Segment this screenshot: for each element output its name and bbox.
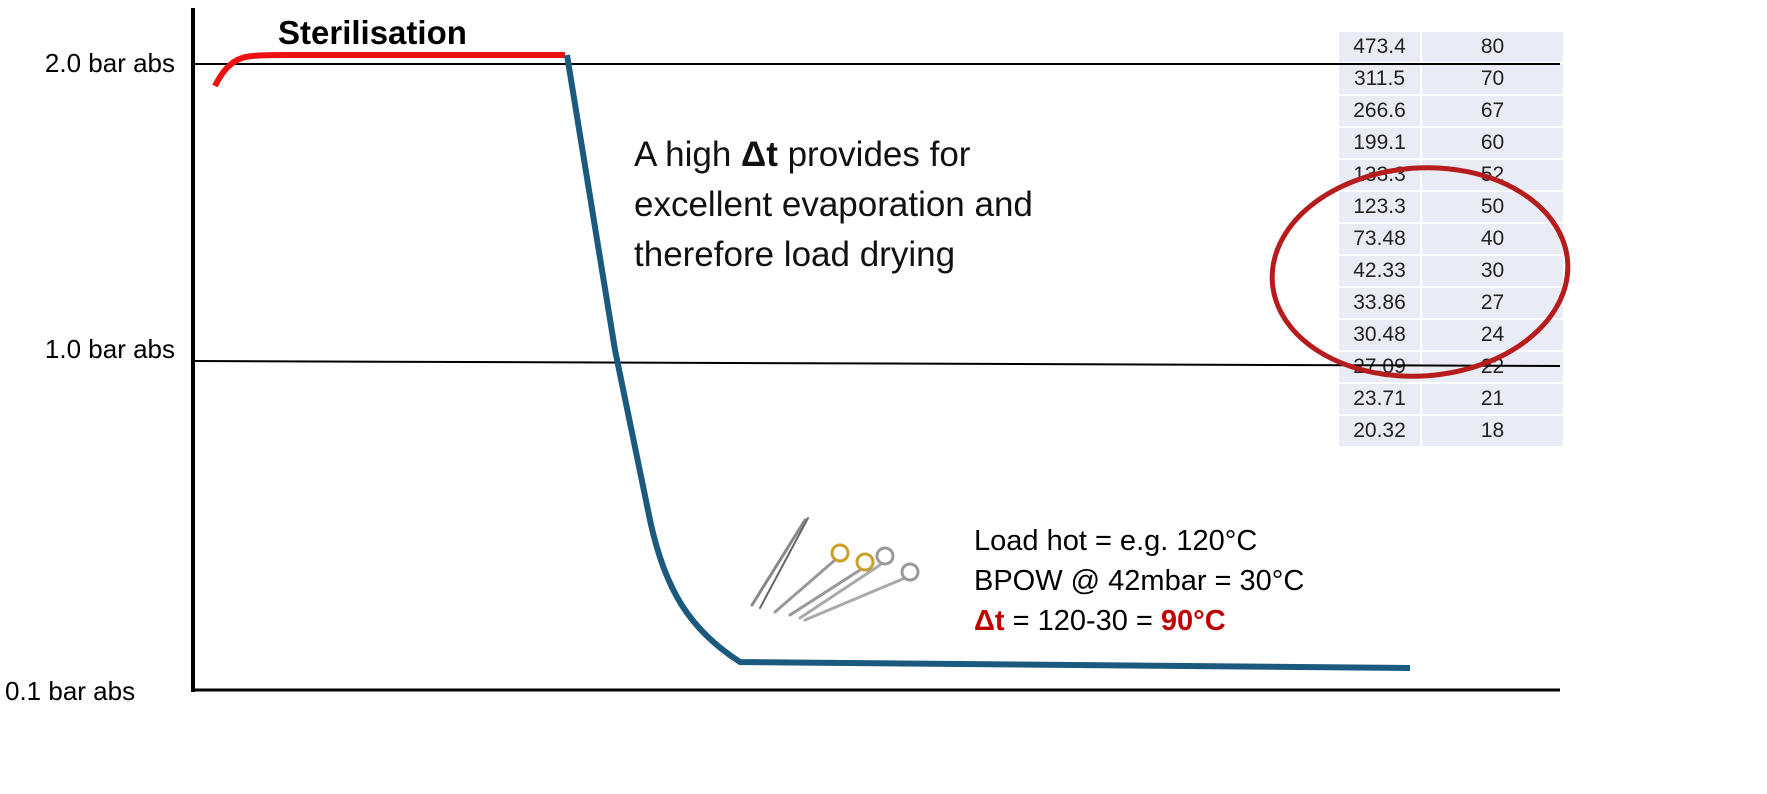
table-row: 473.4 80	[1337, 30, 1565, 64]
temperature-cell: 18	[1420, 414, 1565, 448]
annotation: A high Δt provides for excellent evapora…	[634, 130, 1104, 280]
temperature-cell: 60	[1420, 126, 1565, 160]
table-row: 266.6 67	[1337, 94, 1565, 128]
temperature-cell: 27	[1420, 286, 1565, 320]
title: Sterilisation	[278, 14, 467, 51]
table-row: 20.32 18	[1337, 414, 1565, 448]
note: Load hot = e.g. 120°C BPOW @ 42mbar = 30…	[974, 521, 1304, 641]
pressure-cell: 33.86	[1337, 286, 1422, 320]
note-line: Load hot = e.g. 120°C	[974, 525, 1258, 557]
temperature-cell: 24	[1420, 318, 1565, 352]
table-row: 30.48 24	[1337, 318, 1565, 352]
delta-result: 90°C	[1160, 605, 1226, 637]
vacuum-curve	[564, 54, 1411, 671]
pressure-cell: 123.3	[1337, 190, 1422, 224]
annotation-emphasis: Δt	[741, 135, 778, 174]
table-row: 27.09 22	[1337, 350, 1565, 384]
table-row: 123.3 50	[1337, 190, 1565, 224]
instruments-icon	[750, 517, 920, 622]
note-line: Δt = 120-30 = 90°C	[974, 601, 1304, 641]
y-axis-label: 1.0 bar abs	[44, 334, 175, 364]
pressure-cell: 73.48	[1337, 222, 1422, 256]
annotation-text: provides for excellent evaporation and t…	[634, 135, 1033, 274]
note-line: BPOW @ 42mbar = 30°C	[974, 565, 1305, 597]
level-line	[192, 360, 1561, 367]
annotation-text: A high	[634, 135, 742, 174]
temperature-cell: 21	[1420, 382, 1565, 416]
table-row: 199.1 60	[1337, 126, 1565, 160]
table-row: 33.86 27	[1337, 286, 1565, 320]
pressure-cell: 311.5	[1337, 62, 1422, 96]
table-row: 42.33 30	[1337, 254, 1565, 288]
delta-label: Δt	[974, 605, 1005, 637]
y-axis-label: 0.1 bar abs	[5, 676, 136, 706]
temperature-cell: 22	[1420, 350, 1565, 384]
pressure-cell: 30.48	[1337, 318, 1422, 352]
temperature-cell: 80	[1420, 30, 1565, 64]
pressure-cell: 266.6	[1337, 94, 1422, 128]
temperature-cell: 40	[1420, 222, 1565, 256]
table-row: 73.48 40	[1337, 222, 1565, 256]
y-axis-label: 2.0 bar abs	[44, 48, 175, 78]
highlight-ellipse	[1269, 165, 1571, 379]
pressure-cell: 23.71	[1337, 382, 1422, 416]
pressure-cell: 473.4	[1337, 30, 1422, 64]
delta-equation: = 120-30 =	[1004, 605, 1161, 637]
pressure-temperature-table: 473.4 80 311.5 70 266.6 67 199.1 60 133.3 52 123.3…	[1337, 30, 1565, 448]
table-row: 23.71 21	[1337, 382, 1565, 416]
pressure-cell: 27.09	[1337, 350, 1422, 384]
pressure-cell: 42.33	[1337, 254, 1422, 288]
table-row: 133.3 52	[1337, 158, 1565, 192]
temperature-cell: 30	[1420, 254, 1565, 288]
temperature-cell: 52	[1420, 158, 1565, 192]
temperature-cell: 67	[1420, 94, 1565, 128]
sterilisation-curve	[212, 52, 565, 88]
pressure-cell: 199.1	[1337, 126, 1422, 160]
pressure-cell: 20.32	[1337, 414, 1422, 448]
